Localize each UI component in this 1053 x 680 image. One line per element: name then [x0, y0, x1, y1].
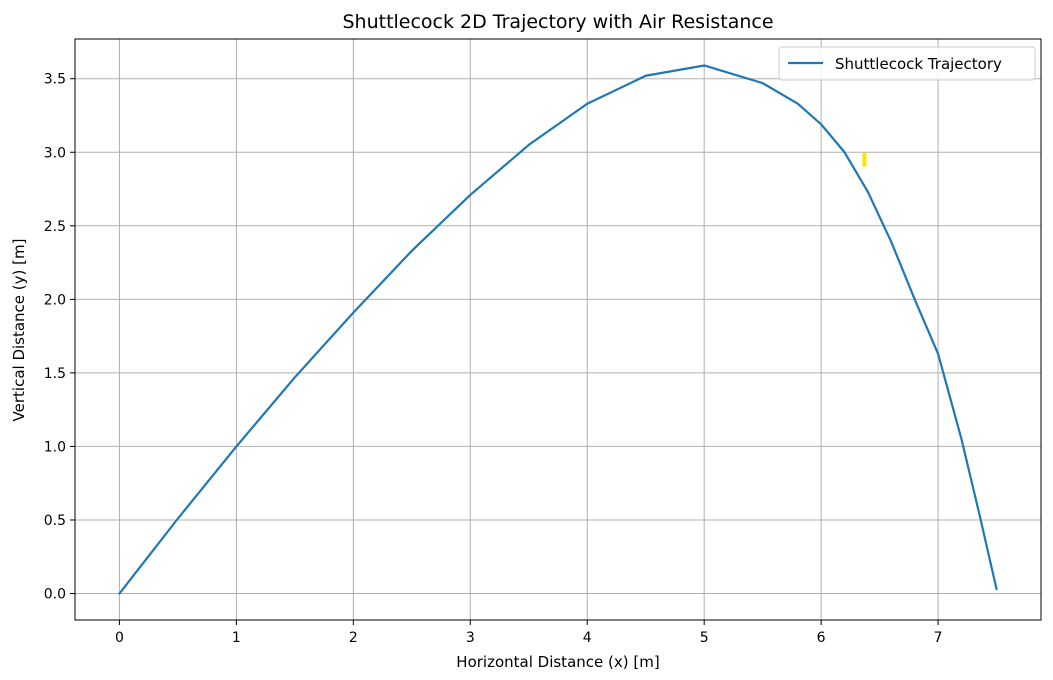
axis-ticks: 0 1 2 3 4 5 6 7 0.0 0.5 1.0 1.5 2.0 2.5 3.0 3.5 [44, 72, 943, 646]
x-tick-label: 6 [817, 630, 826, 646]
legend: Shuttlecock Trajectory [778, 46, 1036, 81]
plot-area [118, 64, 998, 595]
x-axis-label: Horizontal Distance (x) [m] [456, 653, 659, 671]
y-tick-label: 1.0 [44, 439, 66, 455]
x-tick-label: 2 [349, 630, 358, 646]
legend-label: Shuttlecock Trajectory [835, 55, 1002, 73]
x-tick-label: 3 [466, 630, 475, 646]
y-tick-label: 0.5 [44, 513, 66, 529]
x-tick-label: 1 [232, 630, 241, 646]
yellow-marker [862, 152, 867, 167]
legend-box [778, 46, 1036, 81]
x-tick-label: 0 [115, 630, 124, 646]
plot-frame [74, 38, 1042, 621]
x-tick-label: 7 [934, 630, 943, 646]
trajectory-line [118, 64, 998, 595]
grid-lines [75, 39, 1041, 620]
y-tick-label: 2.5 [44, 219, 66, 235]
x-tick-label: 5 [700, 630, 709, 646]
y-tick-label: 2.0 [44, 292, 66, 308]
y-tick-label: 0.0 [44, 587, 66, 603]
y-axis-label: Vertical Distance (y) [m] [10, 239, 28, 422]
y-tick-label: 3.5 [44, 72, 66, 88]
x-tick-label: 4 [583, 630, 592, 646]
y-tick-label: 1.5 [44, 366, 66, 382]
chart-title: Shuttlecock 2D Trajectory with Air Resis… [342, 11, 773, 33]
y-tick-label: 3.0 [44, 145, 66, 161]
